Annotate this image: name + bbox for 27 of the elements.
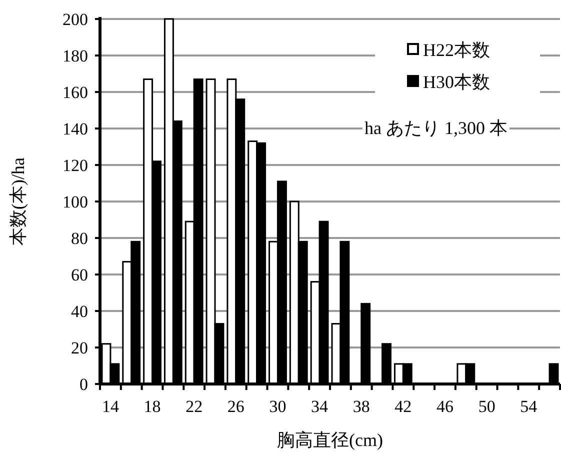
y-axis-title: 本数(本)/ha: [8, 158, 28, 246]
annotation: ha あたり 1,300 本: [362, 118, 510, 138]
x-tick-label: 54: [520, 397, 538, 416]
x-tick-label: 14: [102, 397, 120, 416]
legend-label: H30本数: [423, 72, 490, 92]
y-tick-label: 120: [62, 156, 88, 175]
legend-label: H22本数: [423, 40, 490, 60]
x-tick-label: 30: [269, 397, 286, 416]
y-tick-label: 20: [71, 338, 88, 358]
x-tick-label: 42: [394, 397, 412, 416]
y-tick-label: 160: [62, 83, 88, 102]
x-tick-label: 50: [478, 397, 496, 416]
y-tick-label: 0: [80, 375, 88, 394]
x-tick-label: 22: [186, 397, 203, 416]
y-tick-label: 80: [71, 229, 88, 248]
y-tick-label: 100: [62, 192, 88, 212]
y-tick-label: 200: [62, 10, 88, 29]
x-tick-label: 26: [227, 397, 244, 416]
y-tick-label: 40: [71, 302, 88, 321]
x-tick-label: 46: [436, 397, 454, 416]
x-axis-title: 胸高直径(cm): [277, 430, 383, 450]
x-tick-label: 38: [352, 397, 370, 416]
x-tick-label: 18: [144, 397, 161, 416]
y-tick-label: 180: [62, 46, 88, 66]
x-tick-label: 34: [311, 397, 329, 416]
y-tick-label: 60: [71, 266, 88, 284]
y-tick-label: 140: [62, 120, 88, 138]
